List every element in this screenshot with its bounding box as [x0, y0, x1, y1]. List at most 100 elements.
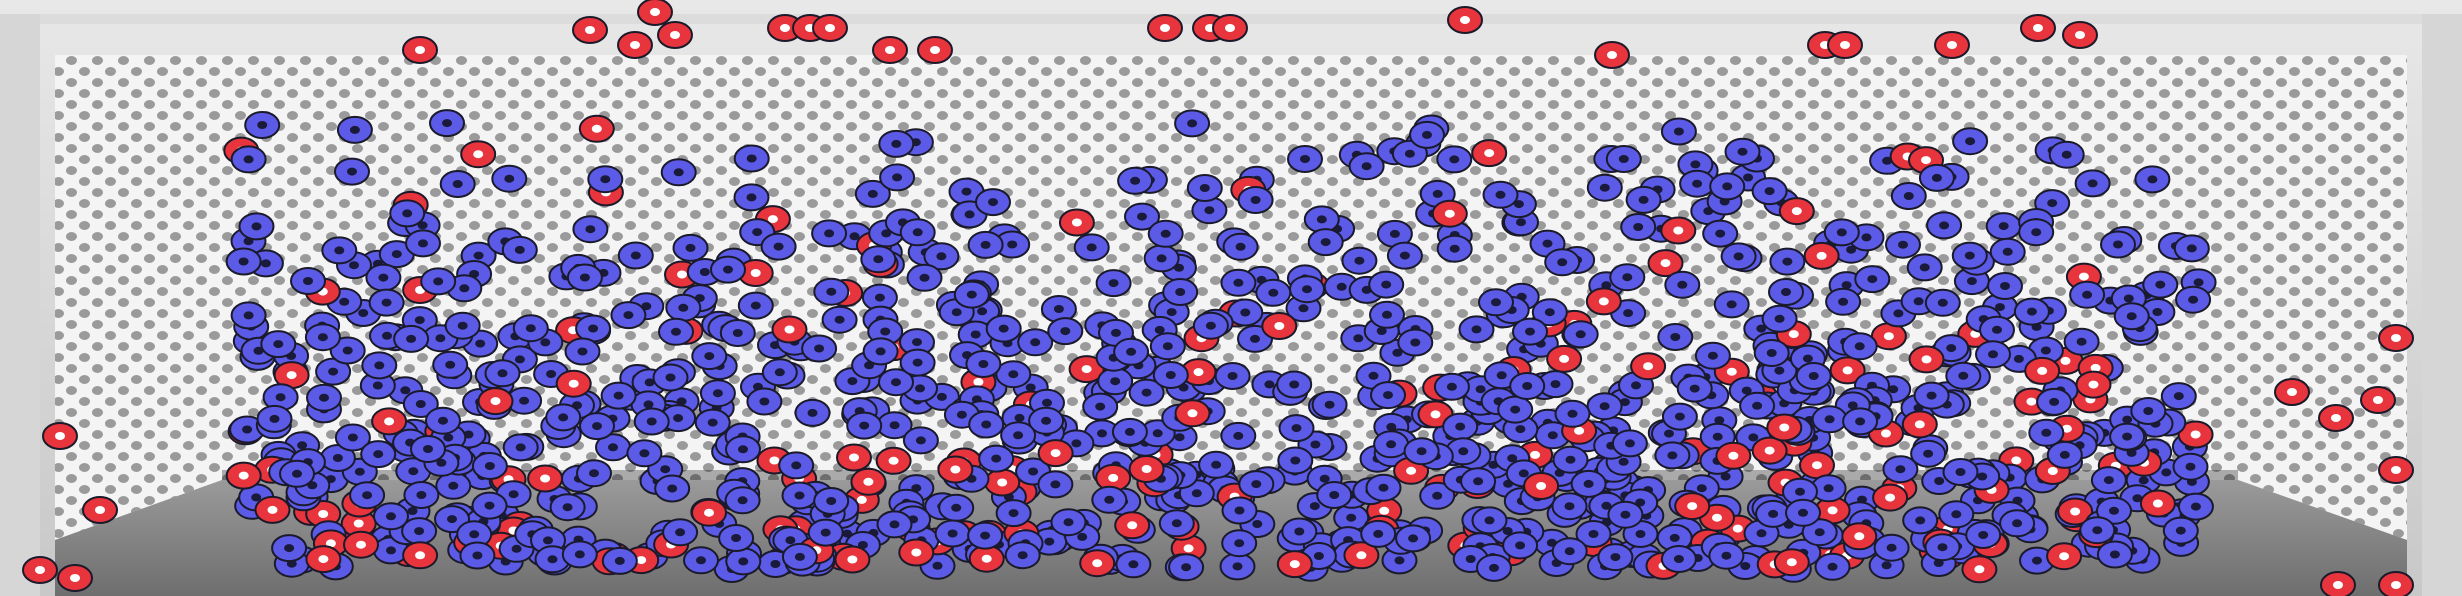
ball-pattern: [342, 346, 353, 355]
ball-pattern: [267, 505, 278, 514]
ball-pattern: [1233, 431, 1244, 440]
ball-pattern: [319, 393, 329, 402]
ball-pattern: [1914, 420, 1925, 429]
ball-pattern: [1077, 532, 1088, 541]
blue-ball: [1597, 543, 1634, 572]
red-ball: [2378, 456, 2414, 484]
ball-pattern: [1268, 288, 1279, 297]
blue-ball: [575, 314, 612, 343]
ball-pattern: [1141, 465, 1152, 473]
ball-pattern: [328, 367, 339, 376]
ball-pattern: [704, 352, 715, 361]
ball-pattern: [579, 273, 590, 282]
red-ball: [1908, 345, 1945, 374]
blue-ball: [934, 519, 971, 548]
ball-pattern: [286, 371, 297, 380]
ball-pattern: [423, 445, 433, 453]
blue-ball: [1918, 163, 1955, 192]
ball-pattern: [1449, 244, 1460, 253]
ball-pattern: [950, 465, 961, 474]
blue-ball: [821, 305, 858, 334]
ball-pattern: [794, 552, 805, 561]
ball-pattern: [1130, 176, 1141, 185]
ball-pattern: [318, 510, 329, 518]
blue-ball: [1570, 469, 1607, 498]
ball-pattern: [643, 400, 654, 409]
blue-ball: [459, 541, 496, 570]
ball-pattern: [269, 414, 280, 423]
blue-ball: [1047, 317, 1084, 346]
ball-pattern: [1988, 350, 1998, 359]
ball-pattern: [1399, 251, 1410, 260]
blue-ball: [1562, 320, 1599, 349]
ball-pattern: [1557, 258, 1568, 267]
ball-pattern: [1842, 366, 1853, 375]
ball-pattern: [2391, 581, 2401, 589]
blue-ball: [2013, 297, 2050, 326]
blue-ball: [1276, 370, 1313, 399]
blue-ball: [491, 164, 528, 193]
blue-ball: [968, 410, 1005, 439]
blue-ball: [1403, 437, 1440, 466]
ball-pattern: [1919, 263, 1930, 272]
blue-ball: [238, 212, 275, 241]
ball-pattern: [912, 228, 923, 237]
ball-pattern: [1696, 484, 1707, 493]
blue-ball: [389, 199, 426, 228]
red-ball: [42, 422, 78, 450]
ball-pattern: [1955, 468, 1966, 476]
ball-pattern: [2047, 199, 2058, 208]
ball-pattern: [2138, 476, 2149, 485]
ball-pattern: [1939, 221, 1950, 230]
blue-ball: [610, 301, 647, 330]
blue-ball: [2134, 165, 2171, 194]
blue-ball: [2130, 397, 2167, 425]
red-ball: [1431, 199, 1468, 228]
ball-pattern: [2000, 282, 2010, 290]
ball-pattern: [1567, 409, 1578, 418]
blue-ball: [334, 157, 370, 186]
ball-pattern: [362, 491, 373, 500]
blue-ball: [724, 486, 761, 515]
blue-ball: [978, 444, 1015, 473]
blue-ball: [1660, 545, 1697, 573]
ball-pattern: [2190, 502, 2201, 511]
ball-pattern: [55, 432, 65, 440]
blue-ball: [601, 546, 638, 575]
blue-ball: [2177, 492, 2214, 521]
blue-ball: [2018, 218, 2055, 247]
ball-pattern: [998, 324, 1009, 333]
ball-pattern: [519, 396, 530, 405]
red-ball: [984, 468, 1021, 497]
ball-pattern: [1992, 325, 2002, 334]
ball-pattern: [1921, 156, 1931, 165]
ball-pattern: [936, 252, 947, 261]
blue-ball: [2063, 327, 2100, 356]
ball-pattern: [1840, 41, 1850, 49]
blue-ball: [572, 215, 609, 244]
ball-pattern: [2078, 272, 2089, 281]
red-ball: [812, 14, 848, 42]
red-ball: [555, 369, 592, 398]
blue-ball: [439, 170, 476, 198]
ball-pattern: [1368, 371, 1379, 380]
blue-ball: [967, 521, 1004, 550]
ball-pattern: [660, 465, 671, 474]
blue-ball: [794, 398, 831, 427]
red-ball: [1343, 541, 1380, 570]
ball-pattern: [511, 544, 522, 553]
ball-pattern: [1673, 555, 1684, 563]
ball-pattern: [514, 245, 525, 254]
blue-ball: [2100, 230, 2136, 259]
red-ball: [402, 36, 438, 64]
ball-pattern: [1885, 493, 1896, 502]
ball-pattern: [1053, 305, 1064, 313]
ball-pattern: [1386, 440, 1397, 449]
blue-ball: [633, 407, 670, 436]
ball-pattern: [1601, 281, 1612, 290]
blue-ball: [1739, 391, 1776, 420]
ball-pattern: [956, 410, 967, 419]
ball-pattern: [384, 417, 395, 426]
ball-pattern: [2152, 499, 2163, 508]
ball-pattern: [614, 556, 625, 565]
